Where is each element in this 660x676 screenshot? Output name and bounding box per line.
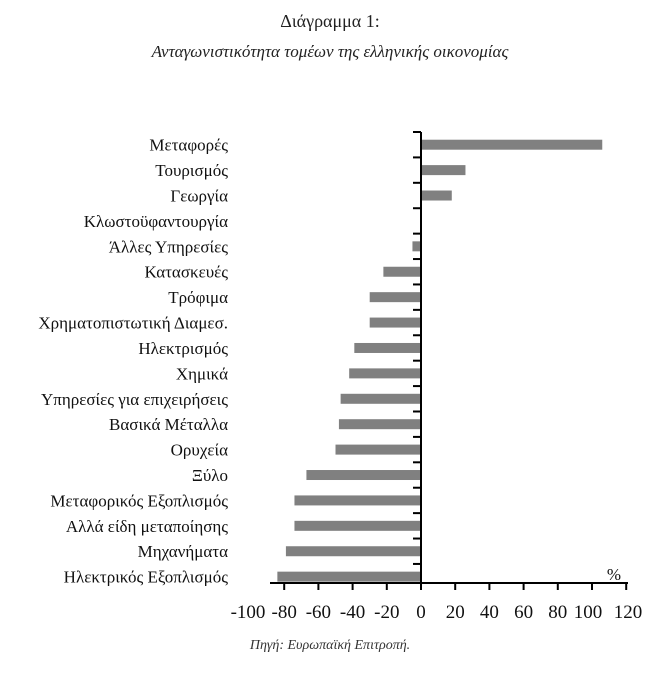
bar (338, 419, 421, 430)
category-label: Χημικά (176, 364, 228, 383)
x-tick-label: -40 (340, 602, 365, 623)
x-tick-label: 60 (514, 602, 533, 623)
bar (349, 368, 421, 379)
x-tick-label: 40 (480, 602, 499, 623)
bar (354, 342, 421, 353)
x-tick-label: 20 (446, 602, 465, 623)
bar (369, 317, 421, 328)
x-tick-label: 0 (416, 602, 426, 623)
category-labels: Μεταφορές Τουρισμός Γεωργία Κλωστοϋφαντουργ… (38, 136, 228, 587)
source-note: Πηγή: Ευρωπαϊκή Επιτροπή. (249, 638, 411, 653)
bar (412, 241, 421, 252)
bar (421, 190, 452, 201)
bars-group (277, 139, 603, 582)
category-label: Μηχανήματα (138, 542, 229, 561)
x-tick-label: 120 (614, 602, 643, 623)
category-label: Ηλεκτρικός Εξοπλισμός (64, 568, 229, 587)
category-label: Άλλες Υπηρεσίες (109, 237, 229, 256)
x-tick-label: -20 (374, 602, 399, 623)
bar (294, 495, 421, 506)
bar (369, 292, 421, 303)
x-tick-label: -100 (231, 602, 266, 623)
bar (285, 546, 421, 557)
category-label: Τρόφιμα (168, 288, 228, 307)
category-label: Γεωργία (170, 187, 228, 206)
x-tick-label: -60 (306, 602, 331, 623)
chart-subtitle: Ανταγωνιστικότητα τομέων της ελληνικής ο… (151, 42, 509, 61)
category-label: Ξύλο (192, 466, 228, 485)
x-axis-unit-label: % (607, 565, 621, 584)
category-label: Μεταφορές (149, 136, 228, 155)
chart-title: Διάγραμμα 1: (280, 11, 380, 31)
bar (277, 571, 421, 582)
bar (335, 444, 421, 455)
axes-group: -100 -80 -60 -40 -20 0 20 40 60 80 100 120% (231, 131, 643, 623)
category-label: Υπηρεσίες για επιχειρήσεις (41, 390, 228, 409)
category-label: Κλωστοϋφαντουργία (84, 212, 228, 231)
category-label: Τουρισμός (155, 161, 228, 180)
bar (306, 470, 421, 481)
x-tick-label: 100 (574, 602, 603, 623)
bar (383, 266, 421, 277)
category-label: Μεταφορικός Εξοπλισμός (50, 491, 228, 510)
category-label: Ορυχεία (171, 441, 228, 460)
bar (421, 139, 603, 150)
x-tick-label: -80 (272, 602, 297, 623)
category-label: Βασικά Μέταλλα (109, 415, 228, 434)
category-label: Ηλεκτρισμός (138, 339, 228, 358)
category-label: Αλλά είδη μεταποίησης (66, 517, 228, 536)
category-label: Χρηματοπιστωτική Διαμεσ. (38, 314, 228, 333)
bar (294, 520, 421, 531)
x-tick-label: 80 (548, 602, 567, 623)
bar (340, 393, 421, 404)
category-label: Κατασκευές (145, 263, 229, 282)
bar (421, 165, 466, 176)
